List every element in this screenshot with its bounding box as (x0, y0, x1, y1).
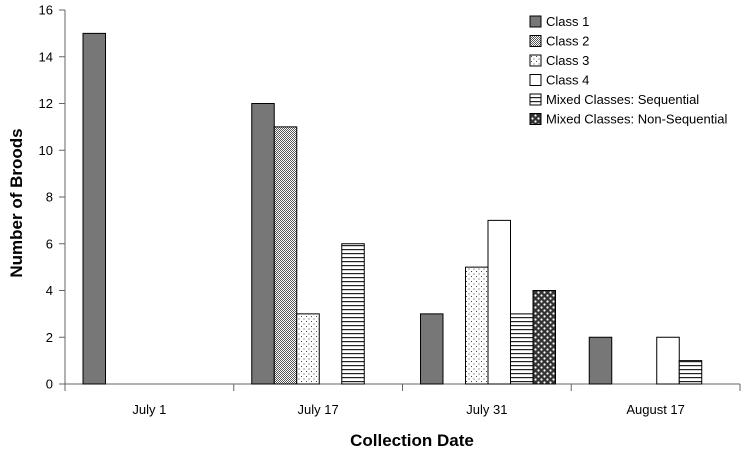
y-axis: 0 2 4 6 8 10 12 14 16 (39, 3, 66, 392)
legend-label: Mixed Classes: Non-Sequential (546, 112, 727, 127)
bar-mixed-classes-non-sequential-july-31 (532, 290, 556, 385)
x-tick-label: July 17 (298, 402, 339, 417)
bar-class-1-july-17 (251, 103, 275, 385)
y-tick-label: 8 (46, 190, 53, 205)
bar-mixed-classes-sequential-august-17 (678, 360, 703, 385)
legend-swatch (529, 54, 542, 67)
legend-label: Mixed Classes: Sequential (546, 92, 699, 107)
x-axis-title: Collection Date (350, 431, 474, 450)
bar-class-4-august-17 (656, 336, 680, 385)
y-tick-label: 12 (39, 96, 53, 111)
y-tick-label: 0 (46, 377, 53, 392)
legend-swatch (529, 93, 542, 106)
bar-class-2-july-17 (273, 126, 298, 385)
y-axis-title: Number of Broods (7, 128, 26, 277)
y-tick-label: 10 (39, 143, 53, 158)
y-tick-label: 4 (46, 283, 53, 298)
bar-class-1-august-17 (588, 336, 613, 385)
bars (82, 32, 703, 385)
legend-label: Class 1 (546, 14, 589, 29)
x-tick-label: August 17 (626, 402, 685, 417)
y-tick-label: 6 (46, 236, 53, 251)
y-tick-label: 2 (46, 330, 53, 345)
legend-label: Class 4 (546, 73, 589, 88)
x-tick-label: July 31 (466, 402, 507, 417)
bar-class-1-july-1 (82, 32, 106, 385)
legend-swatch (529, 74, 542, 86)
bar-class-4-july-31 (487, 219, 511, 385)
bar-class-3-july-31 (465, 266, 489, 385)
x-axis: July 1 July 17 July 31 August 17 (64, 383, 741, 417)
y-tick-label: 14 (39, 49, 53, 64)
legend: Class 1 Class 2 Class 3 Class 4 Mixed Classe… (529, 14, 727, 127)
bar-mixed-classes-sequential-july-17 (341, 243, 365, 385)
legend-swatch (529, 113, 542, 125)
legend-swatch (529, 15, 542, 28)
bar-class-3-july-17 (296, 313, 320, 385)
bar-class-1-july-31 (420, 313, 444, 385)
legend-label: Class 3 (546, 53, 589, 68)
x-tick-label: July 1 (132, 402, 166, 417)
y-tick-label: 16 (39, 3, 53, 18)
bar-mixed-classes-sequential-july-31 (510, 313, 534, 385)
legend-label: Class 2 (546, 34, 589, 49)
legend-swatch (529, 35, 542, 47)
